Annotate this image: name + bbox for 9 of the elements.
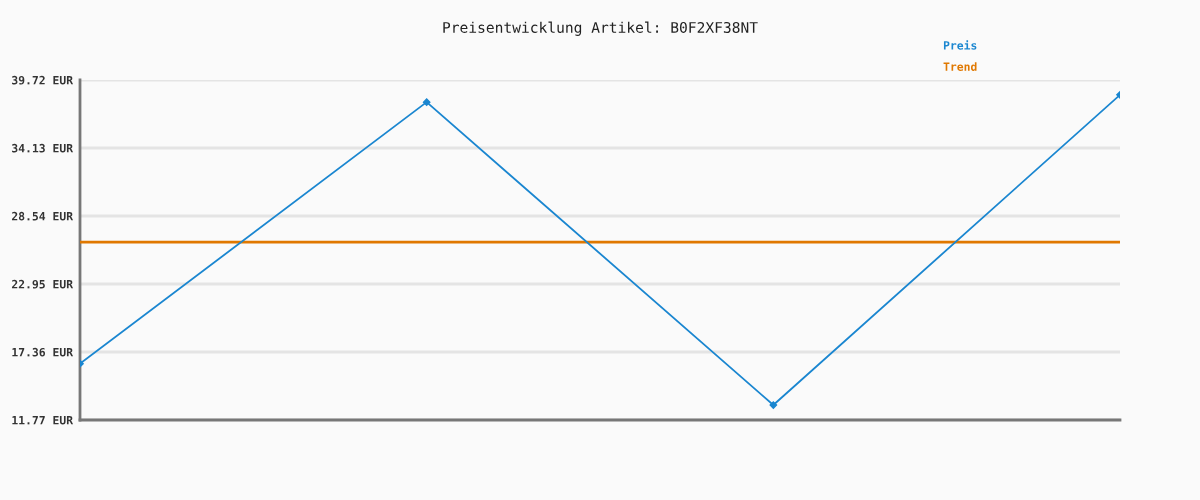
y-tick-label: 28.54 EUR [11, 211, 74, 221]
text: Trend [943, 62, 977, 71]
y-tick-label: 11.77 EUR [12, 416, 74, 425]
chart-title: Preisentwicklung Artikel: B0F2XF38NT [443, 21, 758, 36]
text: Preis [943, 40, 977, 50]
y-tick-label: 22.95 EUR [11, 279, 74, 289]
y-tick-label: 39.72 EUR [12, 75, 74, 85]
y-tick-label: 34.13 EUR [12, 143, 74, 153]
y-tick-label: 17.36 EUR [12, 347, 74, 357]
